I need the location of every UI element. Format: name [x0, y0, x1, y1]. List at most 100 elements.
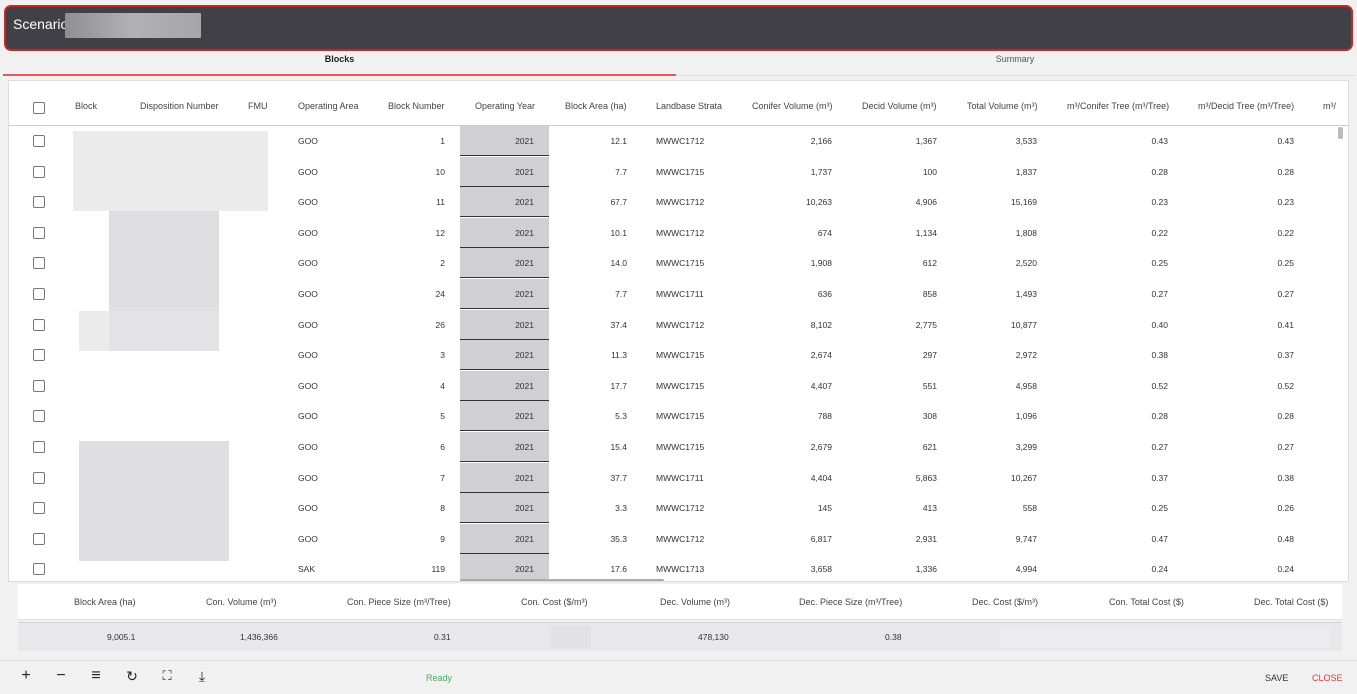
redacted-area [73, 131, 268, 211]
table-row[interactable]: GOO 2 2021 14.0 MWWC1715 1,908 612 2,520 0.25 0.2… [9, 248, 1337, 279]
table-row[interactable]: GOO 11 2021 67.7 MWWC1712 10,263 4,906 15,169 0.… [9, 187, 1337, 218]
cell-operating-year[interactable]: 2021 [515, 564, 534, 575]
operating-year-cell-bg [460, 187, 549, 218]
cell-operating-year[interactable]: 2021 [515, 533, 534, 544]
row-checkbox[interactable] [33, 379, 45, 392]
cell-operating-year[interactable]: 2021 [515, 136, 534, 146]
cell-operating-year[interactable]: 2021 [515, 166, 534, 177]
scenario-title: Scenario [13, 16, 69, 32]
col-decid-volume[interactable]: Decid Volume (m³) [862, 101, 937, 111]
cell-operating-area: GOO [298, 350, 318, 361]
cell-operating-year[interactable]: 2021 [515, 442, 534, 452]
col-overflow[interactable]: m³/ [1323, 101, 1336, 111]
cell-block-number: 10 [435, 166, 445, 177]
cell-block-area: 37.7 [610, 472, 627, 483]
cell-operating-year[interactable]: 2021 [515, 319, 534, 330]
cell-total-volume: 558 [1022, 503, 1037, 514]
row-checkbox[interactable] [33, 349, 45, 362]
row-checkbox[interactable] [33, 288, 45, 300]
cell-decid-volume: 4,906 [915, 197, 937, 208]
row-checkbox[interactable] [33, 502, 45, 515]
table-row[interactable]: GOO 7 2021 37.7 MWWC1711 4,404 5,863 10,267 0.37… [9, 462, 1337, 494]
cell-operating-year[interactable]: 2021 [515, 472, 534, 483]
cell-operating-year[interactable]: 2021 [515, 197, 534, 208]
table-row[interactable]: GOO 8 2021 3.3 MWWC1712 145 413 558 0.25 0.26 [9, 493, 1337, 524]
cell-decid-volume: 100 [922, 166, 937, 177]
row-checkbox[interactable] [33, 441, 45, 453]
col-landbase-strata[interactable]: Landbase Strata [656, 101, 723, 111]
summary-con-volume-label: Con. Volume (m³) [206, 597, 277, 607]
cell-total-volume: 4,994 [1015, 564, 1037, 575]
close-button[interactable]: CLOSE [1312, 673, 1343, 683]
col-operating-year[interactable]: Operating Year [475, 101, 536, 111]
table-row[interactable]: GOO 9 2021 35.3 MWWC1712 6,817 2,931 9,747 0.47 0… [9, 523, 1337, 555]
row-checkbox[interactable] [33, 532, 45, 545]
table-row[interactable]: GOO 26 2021 37.4 MWWC1712 8,102 2,775 10,877 0.4… [9, 309, 1337, 341]
row-checkbox[interactable] [33, 257, 45, 270]
cell-operating-year[interactable]: 2021 [515, 411, 534, 422]
summary-con-total-label: Con. Total Cost ($) [1109, 597, 1184, 607]
row-checkbox[interactable] [33, 165, 45, 178]
plus-icon[interactable]: + [21, 667, 31, 684]
download-icon[interactable]: ⤓ [198, 668, 206, 684]
operating-year-cell-bg [460, 279, 549, 309]
table-row[interactable]: GOO 24 2021 7.7 MWWC1711 636 858 1,493 0.27 0.27 [9, 279, 1337, 310]
cell-operating-area: GOO [298, 472, 318, 483]
table-row[interactable]: GOO 4 2021 17.7 MWWC1715 4,407 551 4,958 0.52 0.5… [9, 370, 1337, 402]
cell-total-volume: 3,533 [1015, 136, 1037, 146]
cell-decid-volume: 2,931 [915, 533, 937, 544]
cell-landbase-strata: MWWC1715 [656, 166, 705, 177]
cell-conifer-volume: 6,817 [810, 533, 832, 544]
col-operating-area[interactable]: Operating Area [298, 101, 359, 111]
col-conifer-volume[interactable]: Conifer Volume (m³) [752, 101, 833, 111]
table-row[interactable]: GOO 6 2021 15.4 MWWC1715 2,679 621 3,299 0.27 0.2… [9, 432, 1337, 463]
col-fmu[interactable]: FMU [248, 101, 268, 111]
cell-decid-tree: 0.37 [1277, 350, 1294, 361]
cell-operating-year[interactable]: 2021 [515, 289, 534, 299]
col-conifer-tree[interactable]: m³/Conifer Tree (m³/Tree) [1067, 101, 1170, 111]
row-checkbox[interactable] [33, 226, 45, 239]
cell-landbase-strata: MWWC1715 [656, 442, 705, 452]
table-row[interactable]: GOO 12 2021 10.1 MWWC1712 674 1,134 1,808 0.22 0.… [9, 217, 1337, 249]
cell-operating-year[interactable]: 2021 [515, 227, 534, 238]
operating-year-cell-bg [460, 493, 549, 524]
col-block-number[interactable]: Block Number [388, 101, 445, 111]
select-all-checkbox[interactable] [33, 102, 45, 114]
cell-total-volume: 1,493 [1015, 289, 1037, 299]
cell-operating-year[interactable]: 2021 [515, 503, 534, 514]
tab-blocks[interactable]: Blocks [3, 52, 676, 76]
horizontal-scrollbar[interactable] [460, 579, 664, 581]
tab-summary[interactable]: Summary [676, 52, 1354, 76]
scenario-name-field[interactable] [65, 13, 201, 38]
refresh-icon[interactable]: ↻ [126, 668, 138, 684]
row-checkbox[interactable] [33, 135, 45, 147]
cell-operating-year[interactable]: 2021 [515, 380, 534, 391]
fullscreen-icon[interactable]: ⛶ [162, 668, 172, 683]
row-checkbox[interactable] [33, 563, 45, 576]
cell-operating-year[interactable]: 2021 [515, 350, 534, 361]
table-row[interactable]: GOO 5 2021 5.3 MWWC1715 788 308 1,096 0.28 0.28 [9, 401, 1337, 432]
cell-decid-tree: 0.27 [1277, 442, 1294, 452]
row-checkbox[interactable] [33, 471, 45, 484]
table-row[interactable]: SAK 119 2021 17.6 MWWC1713 3,658 1,336 4,994 0.2… [9, 554, 1337, 581]
row-checkbox[interactable] [33, 196, 45, 209]
row-checkbox[interactable] [33, 410, 45, 423]
col-total-volume[interactable]: Total Volume (m³) [967, 101, 1038, 111]
cell-block-area: 3.3 [615, 503, 627, 514]
cell-operating-year[interactable]: 2021 [515, 258, 534, 269]
table-row[interactable]: GOO 10 2021 7.7 MWWC1715 1,737 100 1,837 0.28 0.2… [9, 156, 1337, 188]
cell-decid-tree: 0.23 [1277, 197, 1294, 208]
table-row[interactable]: GOO 3 2021 11.3 MWWC1715 2,674 297 2,972 0.38 0.3… [9, 340, 1337, 371]
col-block[interactable]: Block [75, 101, 98, 111]
minus-icon[interactable]: − [56, 667, 66, 684]
save-button[interactable]: SAVE [1265, 673, 1289, 683]
col-block-area[interactable]: Block Area (ha) [565, 101, 627, 111]
col-decid-tree[interactable]: m³/Decid Tree (m³/Tree) [1198, 101, 1295, 111]
operating-year-cell-bg [460, 126, 549, 156]
operating-year-cell-bg [460, 217, 549, 248]
row-checkbox[interactable] [33, 318, 45, 331]
vertical-scrollbar[interactable] [1338, 127, 1343, 139]
table-row[interactable]: GOO 1 2021 12.1 MWWC1712 2,166 1,367 3,533 0.43 0… [9, 126, 1337, 157]
col-disposition-number[interactable]: Disposition Number [140, 101, 219, 111]
list-icon[interactable]: ≡ [91, 667, 101, 684]
